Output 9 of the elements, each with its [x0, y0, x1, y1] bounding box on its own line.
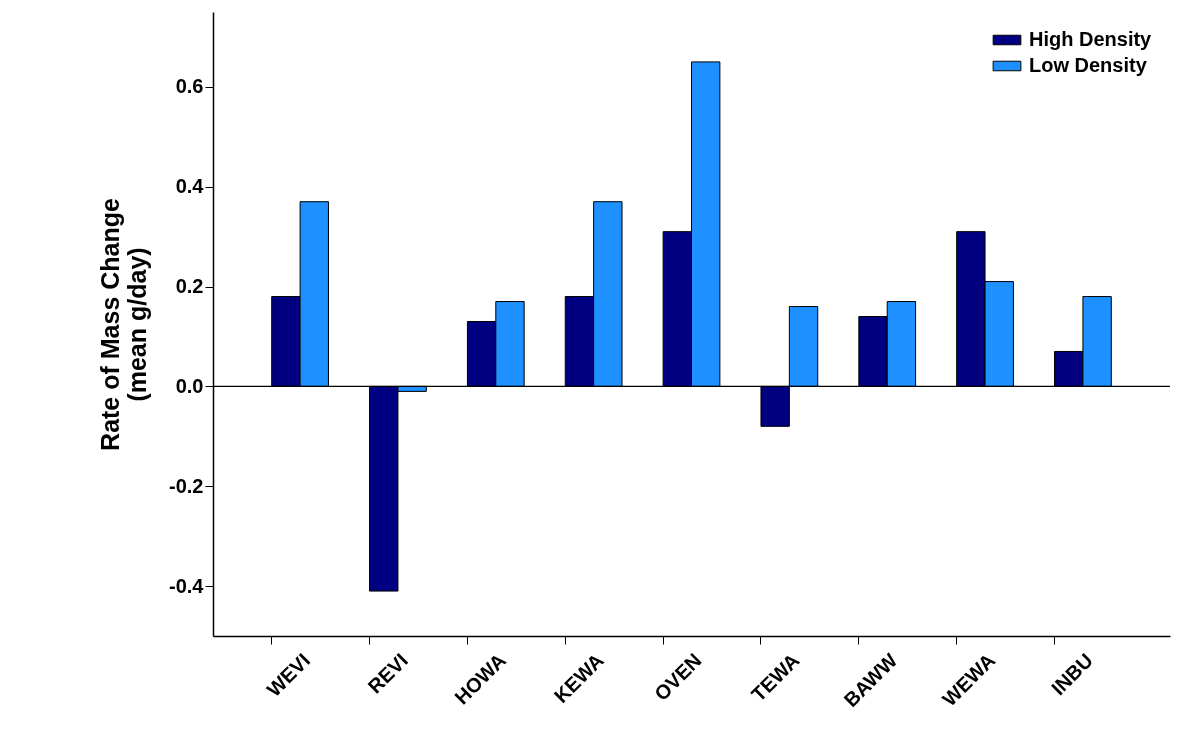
- y-tick-label: 0.0: [175, 374, 204, 397]
- y-tick-label: 0.2: [175, 275, 204, 298]
- y-tick-label: 0.6: [175, 75, 204, 98]
- y-tick-label: 0.4: [175, 175, 205, 198]
- y-tick-label: -0.4: [169, 574, 205, 597]
- legend-label: Low Density: [1029, 54, 1148, 76]
- legend-label: High Density: [1029, 28, 1153, 50]
- y-axis-title: Rate of Mass Change (mean g/day): [96, 197, 152, 451]
- y-tick-label: -0.2: [169, 474, 204, 497]
